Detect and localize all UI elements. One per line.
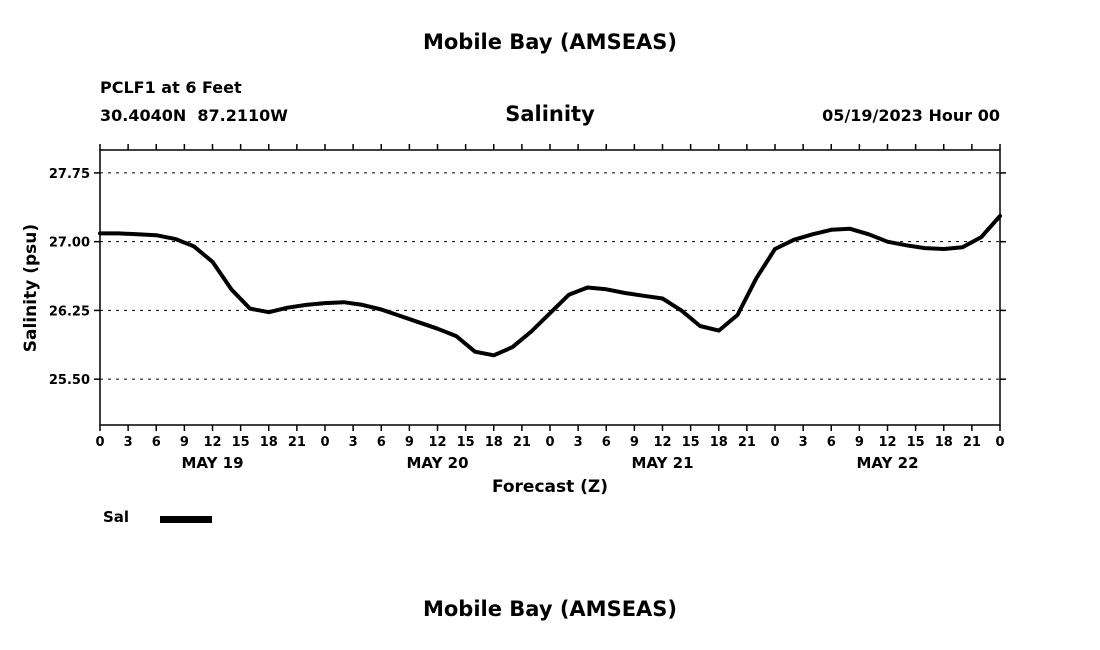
- svg-text:0: 0: [545, 435, 554, 450]
- legend-label: Sal: [103, 508, 130, 526]
- svg-text:18: 18: [935, 435, 953, 450]
- legend-line-swatch: [160, 516, 212, 523]
- svg-text:6: 6: [377, 435, 386, 450]
- svg-text:3: 3: [799, 435, 808, 450]
- svg-text:18: 18: [485, 435, 503, 450]
- station-label: PCLF1 at 6 Feet: [100, 78, 242, 97]
- svg-text:15: 15: [457, 435, 475, 450]
- svg-text:6: 6: [602, 435, 611, 450]
- svg-text:21: 21: [738, 435, 756, 450]
- svg-text:0: 0: [770, 435, 779, 450]
- svg-text:MAY 20: MAY 20: [406, 454, 468, 472]
- svg-text:12: 12: [653, 435, 671, 450]
- svg-text:0: 0: [95, 435, 104, 450]
- svg-text:9: 9: [630, 435, 639, 450]
- svg-text:21: 21: [963, 435, 981, 450]
- svg-text:15: 15: [682, 435, 700, 450]
- svg-text:18: 18: [710, 435, 728, 450]
- svg-text:25.50: 25.50: [49, 373, 90, 388]
- y-axis-title: Salinity (psu): [21, 223, 41, 353]
- svg-text:27.75: 27.75: [49, 167, 90, 182]
- svg-text:12: 12: [428, 435, 446, 450]
- model-run-time: 05/19/2023 Hour 00: [822, 106, 1000, 125]
- station-coordinates: 30.4040N 87.2110W: [100, 106, 288, 125]
- svg-text:15: 15: [232, 435, 250, 450]
- svg-text:3: 3: [349, 435, 358, 450]
- svg-text:12: 12: [203, 435, 221, 450]
- svg-text:12: 12: [878, 435, 896, 450]
- svg-text:0: 0: [320, 435, 329, 450]
- svg-text:3: 3: [124, 435, 133, 450]
- svg-text:9: 9: [405, 435, 414, 450]
- svg-text:21: 21: [288, 435, 306, 450]
- svg-text:6: 6: [152, 435, 161, 450]
- x-axis-title: Forecast (Z): [491, 477, 609, 497]
- svg-text:MAY 22: MAY 22: [856, 454, 918, 472]
- chart-title: Salinity: [505, 102, 595, 126]
- svg-text:18: 18: [260, 435, 278, 450]
- svg-text:21: 21: [513, 435, 531, 450]
- page-title: Mobile Bay (AMSEAS): [422, 30, 678, 54]
- svg-text:MAY 19: MAY 19: [181, 454, 243, 472]
- svg-text:15: 15: [907, 435, 925, 450]
- svg-text:9: 9: [855, 435, 864, 450]
- svg-text:26.25: 26.25: [49, 304, 90, 319]
- svg-text:9: 9: [180, 435, 189, 450]
- svg-text:6: 6: [827, 435, 836, 450]
- svg-text:MAY 21: MAY 21: [631, 454, 693, 472]
- second-page-title: Mobile Bay (AMSEAS): [422, 597, 678, 621]
- svg-text:27.00: 27.00: [49, 236, 90, 251]
- svg-text:0: 0: [995, 435, 1004, 450]
- svg-text:3: 3: [574, 435, 583, 450]
